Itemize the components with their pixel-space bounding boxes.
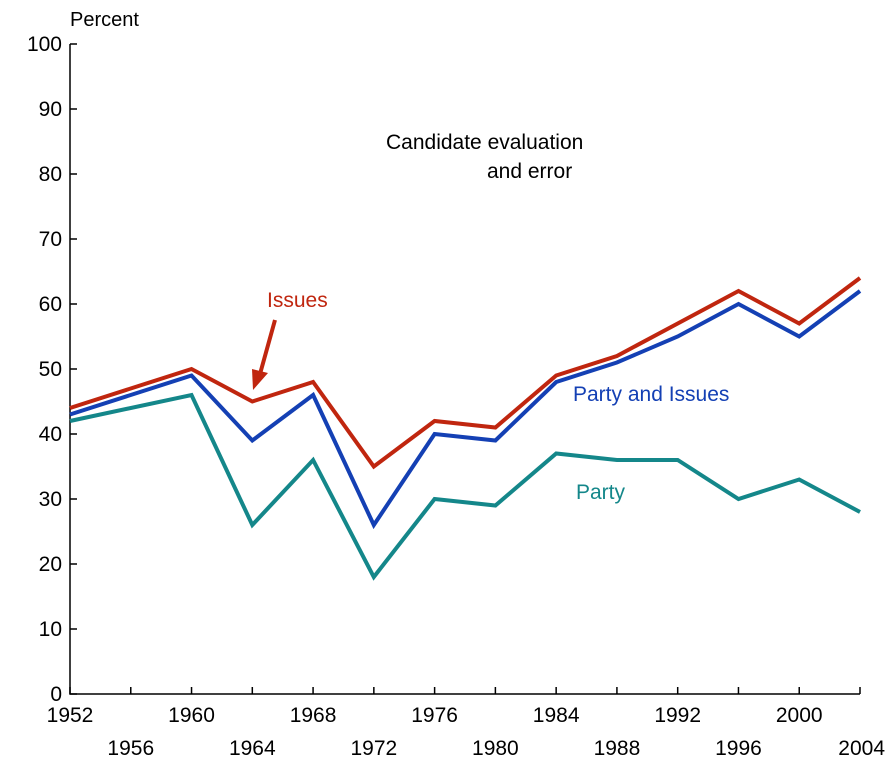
y-tick-label: 70 [39, 228, 62, 251]
y-tick-label: 30 [39, 488, 62, 511]
y-axis-title: Percent [70, 9, 139, 31]
x-tick-label: 1992 [654, 704, 701, 727]
x-tick-label: 1960 [168, 704, 215, 727]
annotation-region-line2: and error [487, 160, 572, 183]
annotation-issues: Issues [267, 289, 328, 312]
series-line-party-and-issues [69, 289, 862, 530]
x-tick-label: 1984 [533, 704, 580, 727]
x-tick-label: 1952 [47, 704, 94, 727]
y-tick-label: 80 [39, 163, 62, 186]
y-tick-label: 50 [39, 358, 62, 381]
issues-arrow [252, 319, 277, 390]
y-tick-label: 20 [39, 553, 62, 576]
x-tick-label: 1972 [350, 737, 397, 760]
x-tick-label: 1964 [229, 737, 276, 760]
series-line-party [69, 392, 861, 581]
annotation-party: Party [576, 481, 626, 504]
y-tick-label: 60 [39, 293, 62, 316]
x-tick-label: 2004 [838, 737, 885, 760]
y-tick-label: 40 [39, 423, 62, 446]
ticks [69, 43, 861, 695]
tick-labels: 0 10 20 30 40 50 60 70 80 90 100 1952 1960 1968 1976 19… [27, 33, 885, 760]
y-tick-label: 90 [39, 98, 62, 121]
y-tick-label: 100 [27, 33, 62, 56]
annotation-party-and-issues: Party and Issues [573, 383, 729, 406]
x-tick-label: 2000 [776, 704, 823, 727]
x-tick-label: 1980 [472, 737, 519, 760]
annotation-region-line1: Candidate evaluation [386, 131, 583, 154]
y-tick-label: 0 [50, 683, 62, 706]
series-line-issues [69, 276, 862, 470]
x-tick-label: 1976 [411, 704, 458, 727]
series-lines [69, 276, 862, 581]
x-tick-label: 1968 [290, 704, 337, 727]
x-tick-label: 1988 [594, 737, 641, 760]
x-tick-label: 1956 [107, 737, 154, 760]
y-tick-label: 10 [39, 618, 62, 641]
x-tick-label: 1996 [715, 737, 762, 760]
